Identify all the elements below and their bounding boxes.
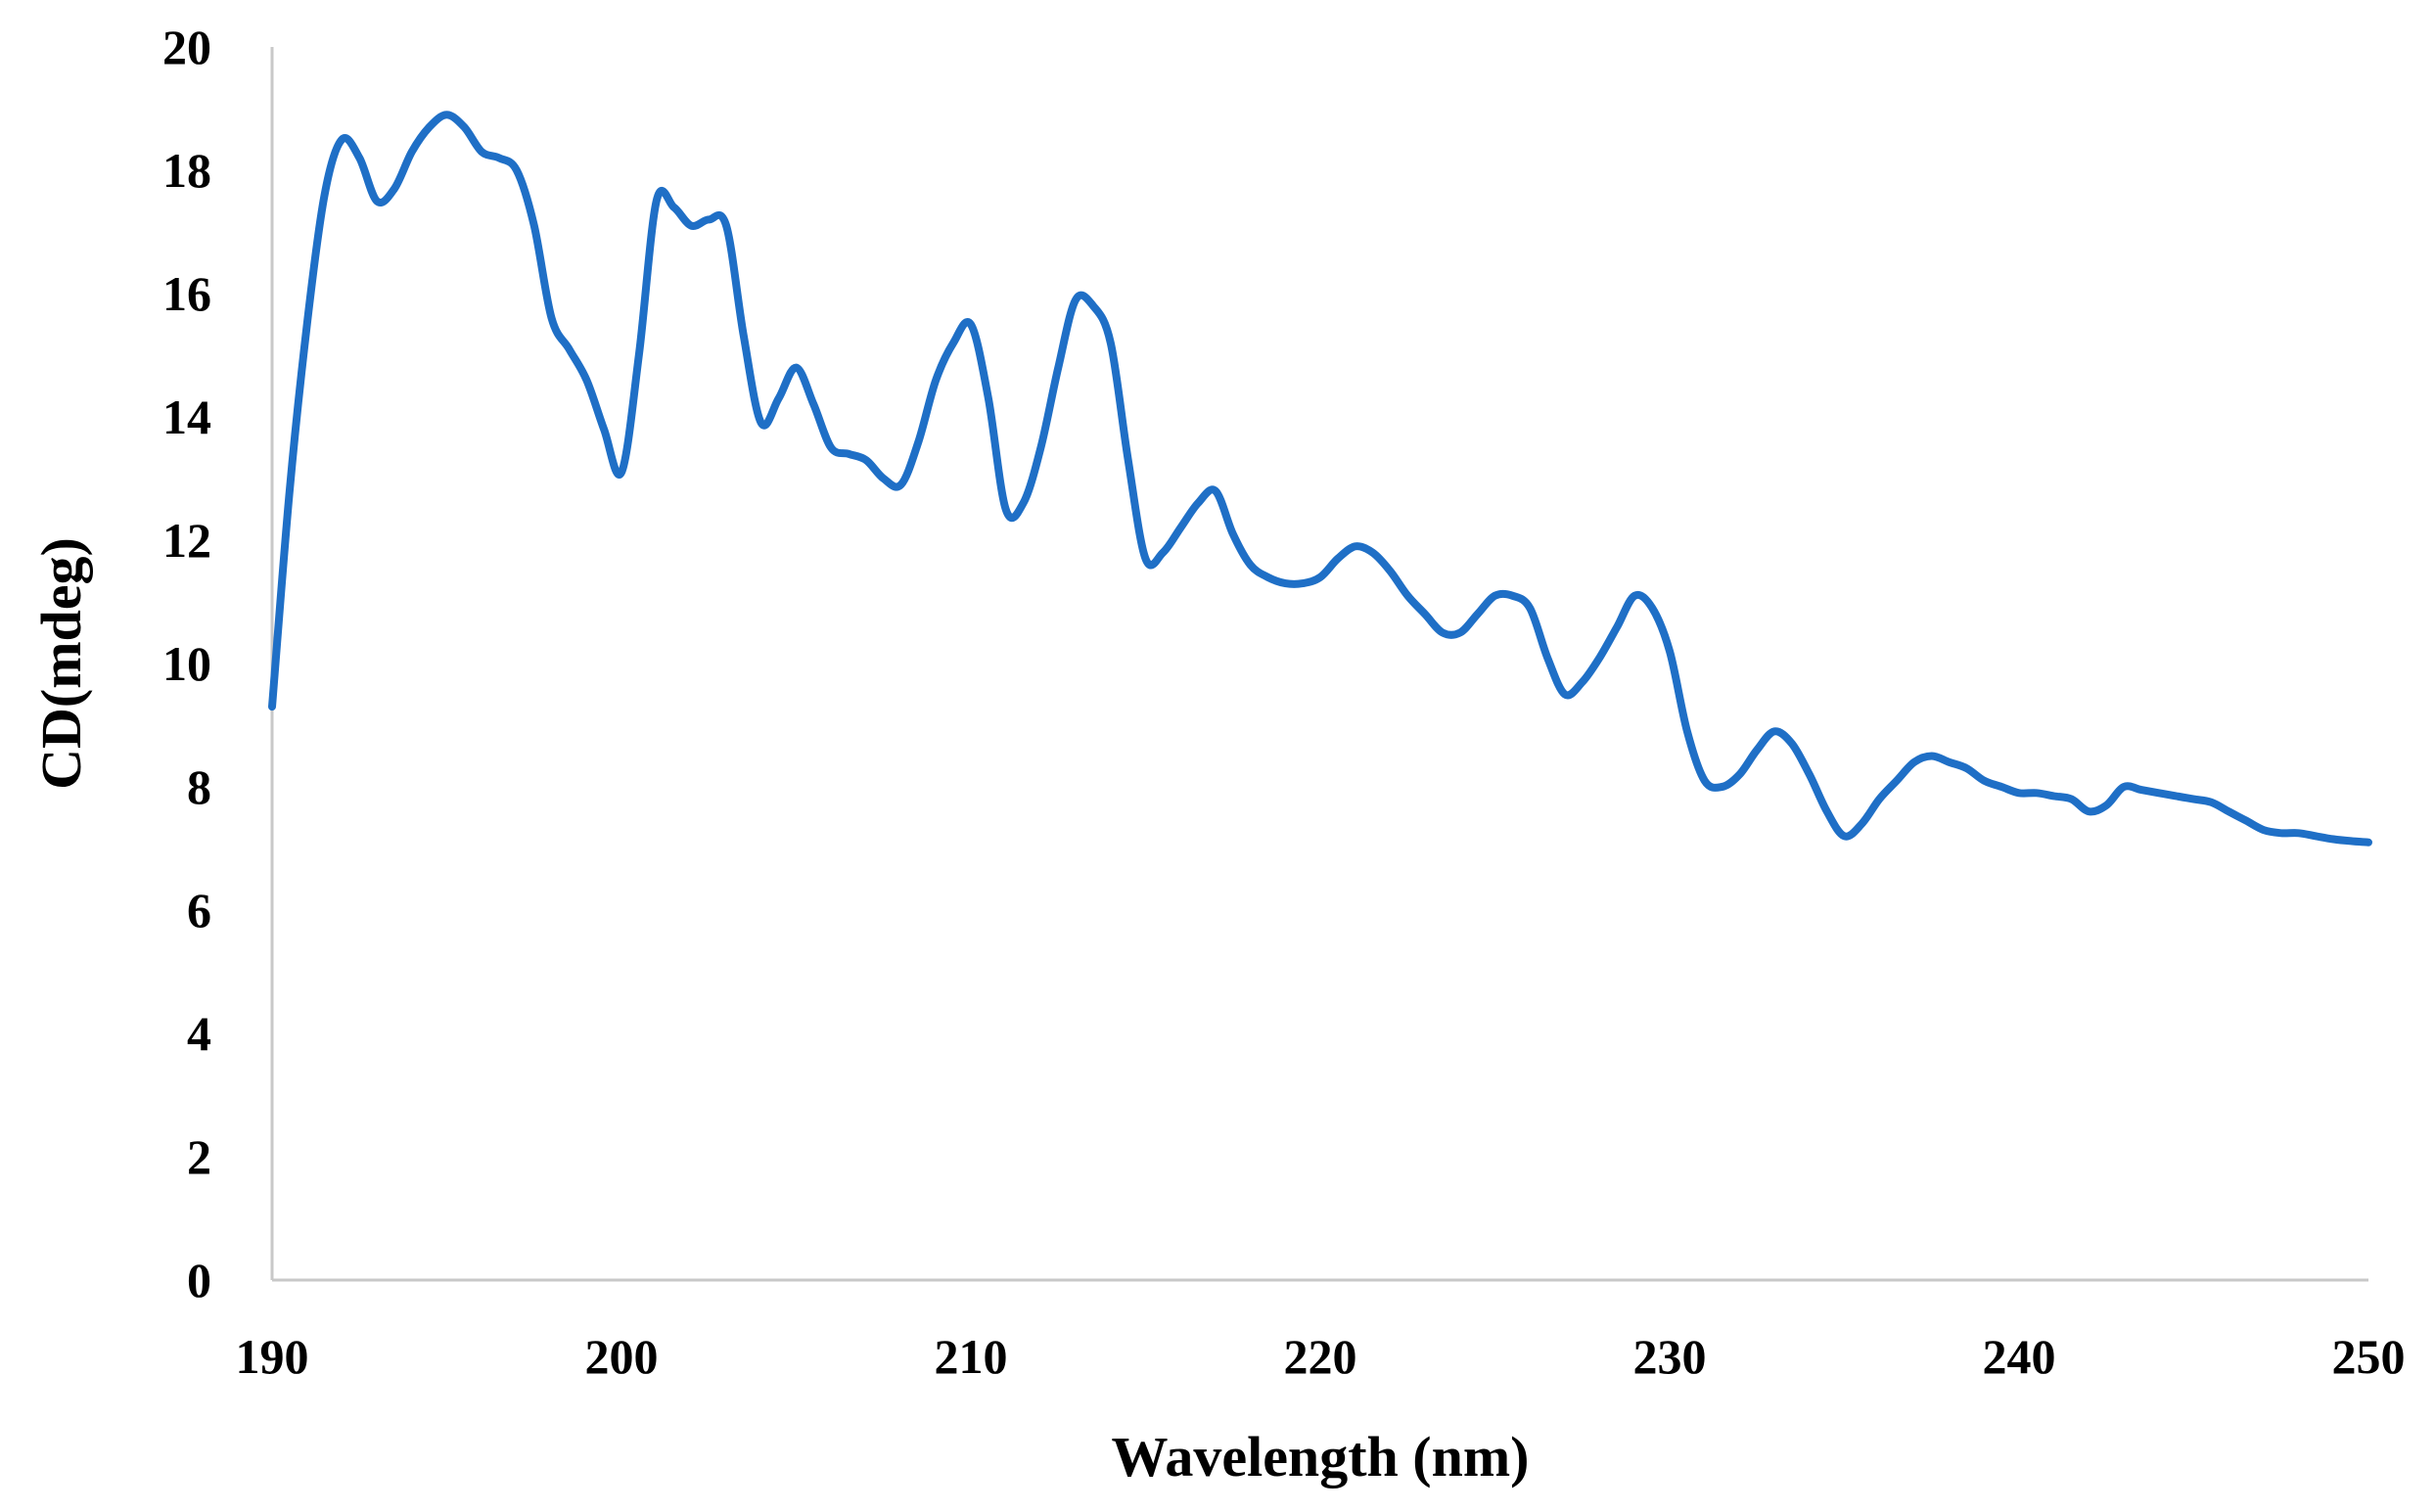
x-tick-label: 230 <box>1633 1329 1707 1384</box>
y-tick-label: 10 <box>162 636 211 691</box>
y-tick-label: 14 <box>162 389 211 444</box>
y-tick-label: 0 <box>187 1253 211 1307</box>
x-tick-label: 220 <box>1284 1329 1357 1384</box>
x-tick-label: 200 <box>585 1329 659 1384</box>
x-tick-label: 190 <box>236 1329 309 1384</box>
y-axis-title: CD(mdeg) <box>29 537 93 790</box>
y-tick-label: 16 <box>162 266 211 321</box>
y-tick-label: 6 <box>187 883 211 938</box>
y-tick-labels: 0 2 4 6 8 10 12 14 16 18 20 <box>162 20 211 1307</box>
y-tick-label: 2 <box>187 1129 211 1184</box>
x-tick-label: 250 <box>2332 1329 2406 1384</box>
y-tick-label: 4 <box>187 1006 211 1061</box>
axes <box>270 47 2368 1282</box>
x-tick-label: 210 <box>935 1329 1008 1384</box>
x-axis-title: Wavelength (nm) <box>1112 1425 1530 1489</box>
x-tick-labels: 190 200 210 220 230 240 250 <box>236 1329 2406 1384</box>
series-group <box>268 111 2372 847</box>
x-tick-label: 240 <box>1983 1329 2056 1384</box>
y-tick-label: 18 <box>162 143 211 198</box>
y-tick-label: 12 <box>162 513 211 568</box>
y-tick-label: 20 <box>162 20 211 74</box>
series-line-0 <box>268 111 2372 847</box>
y-tick-label: 8 <box>187 759 211 814</box>
